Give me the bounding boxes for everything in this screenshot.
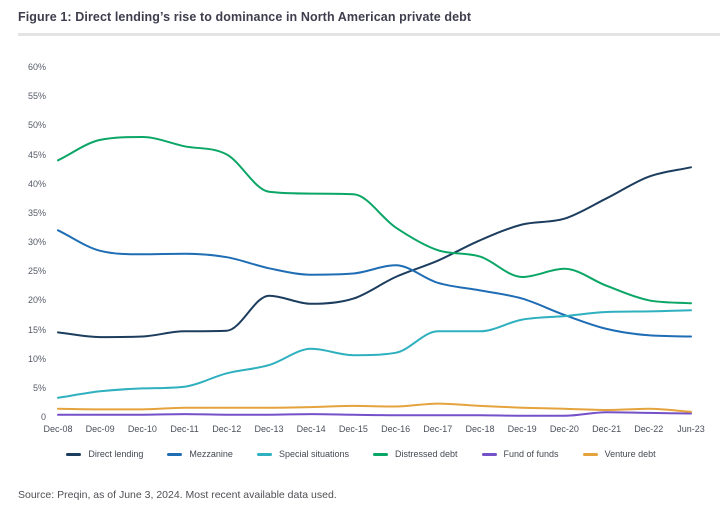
series-line-special-situations bbox=[57, 309, 692, 399]
legend-swatch-icon bbox=[167, 452, 183, 456]
chart-legend: Direct lending Mezzanine Special situation… bbox=[0, 449, 722, 459]
y-tick-label: 55% bbox=[27, 91, 46, 102]
legend-swatch-icon bbox=[582, 452, 598, 456]
series-line-mezzanine bbox=[57, 229, 692, 338]
legend-label: Venture debt bbox=[604, 449, 656, 459]
legend-item-distressed-debt: Distressed debt bbox=[372, 449, 458, 459]
x-tick-label: Jun-23 bbox=[677, 424, 705, 434]
x-tick-label: Dec-13 bbox=[254, 424, 284, 434]
y-tick-label: 45% bbox=[27, 149, 46, 160]
x-tick-label: Dec-14 bbox=[296, 424, 326, 434]
x-tick-label: Dec-17 bbox=[423, 424, 453, 434]
y-tick-label: 50% bbox=[27, 120, 46, 131]
legend-item-mezzanine: Mezzanine bbox=[167, 449, 233, 459]
legend-label: Mezzanine bbox=[189, 449, 233, 459]
y-tick-label: 25% bbox=[27, 266, 46, 277]
legend-swatch-icon bbox=[256, 452, 272, 456]
y-tick-label: 5% bbox=[32, 382, 46, 393]
x-tick-label: Dec-19 bbox=[507, 424, 537, 434]
x-tick-label: Dec-15 bbox=[338, 424, 368, 434]
legend-label: Fund of funds bbox=[503, 449, 559, 459]
series-line-distressed-debt bbox=[57, 135, 692, 305]
x-tick-label: Dec-08 bbox=[43, 424, 73, 434]
y-tick-label: 60% bbox=[27, 62, 46, 72]
y-tick-label: 10% bbox=[27, 353, 46, 364]
legend-label: Distressed debt bbox=[394, 449, 458, 459]
legend-swatch-icon bbox=[372, 452, 388, 456]
y-tick-label: 15% bbox=[27, 324, 46, 335]
x-tick-label: Dec-10 bbox=[127, 424, 157, 434]
x-tick-label: Dec-16 bbox=[381, 424, 411, 434]
y-tick-label: 40% bbox=[27, 178, 46, 189]
x-tick-label: Dec-20 bbox=[549, 424, 579, 434]
series-line-venture-debt bbox=[57, 402, 692, 413]
x-tick-label: Dec-18 bbox=[465, 424, 495, 434]
x-tick-label: Dec-12 bbox=[212, 424, 242, 434]
series-line-fund-of-funds bbox=[57, 411, 692, 417]
y-tick-label: 30% bbox=[27, 237, 46, 247]
series-line-direct-lending bbox=[57, 166, 692, 339]
title-divider bbox=[18, 33, 720, 36]
figure-title: Figure 1: Direct lending’s rise to domin… bbox=[18, 10, 472, 24]
y-tick-label: 0 bbox=[40, 412, 46, 422]
legend-swatch-icon bbox=[481, 452, 497, 456]
legend-label: Special situations bbox=[278, 449, 349, 459]
legend-item-fund-of-funds: Fund of funds bbox=[481, 449, 559, 459]
x-tick-label: Dec-09 bbox=[85, 424, 115, 434]
y-tick-label: 20% bbox=[27, 295, 46, 306]
legend-label: Direct lending bbox=[88, 449, 144, 459]
y-tick-label: 35% bbox=[27, 207, 46, 218]
source-note: Source: Preqin, as of June 3, 2024. Most… bbox=[18, 489, 337, 501]
x-tick-label: Dec-21 bbox=[592, 424, 622, 434]
legend-swatch-icon bbox=[66, 452, 82, 456]
legend-item-venture-debt: Venture debt bbox=[582, 449, 656, 459]
legend-item-special-situations: Special situations bbox=[256, 449, 349, 459]
x-tick-label: Dec-11 bbox=[170, 424, 199, 434]
legend-item-direct-lending: Direct lending bbox=[66, 449, 143, 459]
x-tick-label: Dec-22 bbox=[634, 424, 664, 434]
